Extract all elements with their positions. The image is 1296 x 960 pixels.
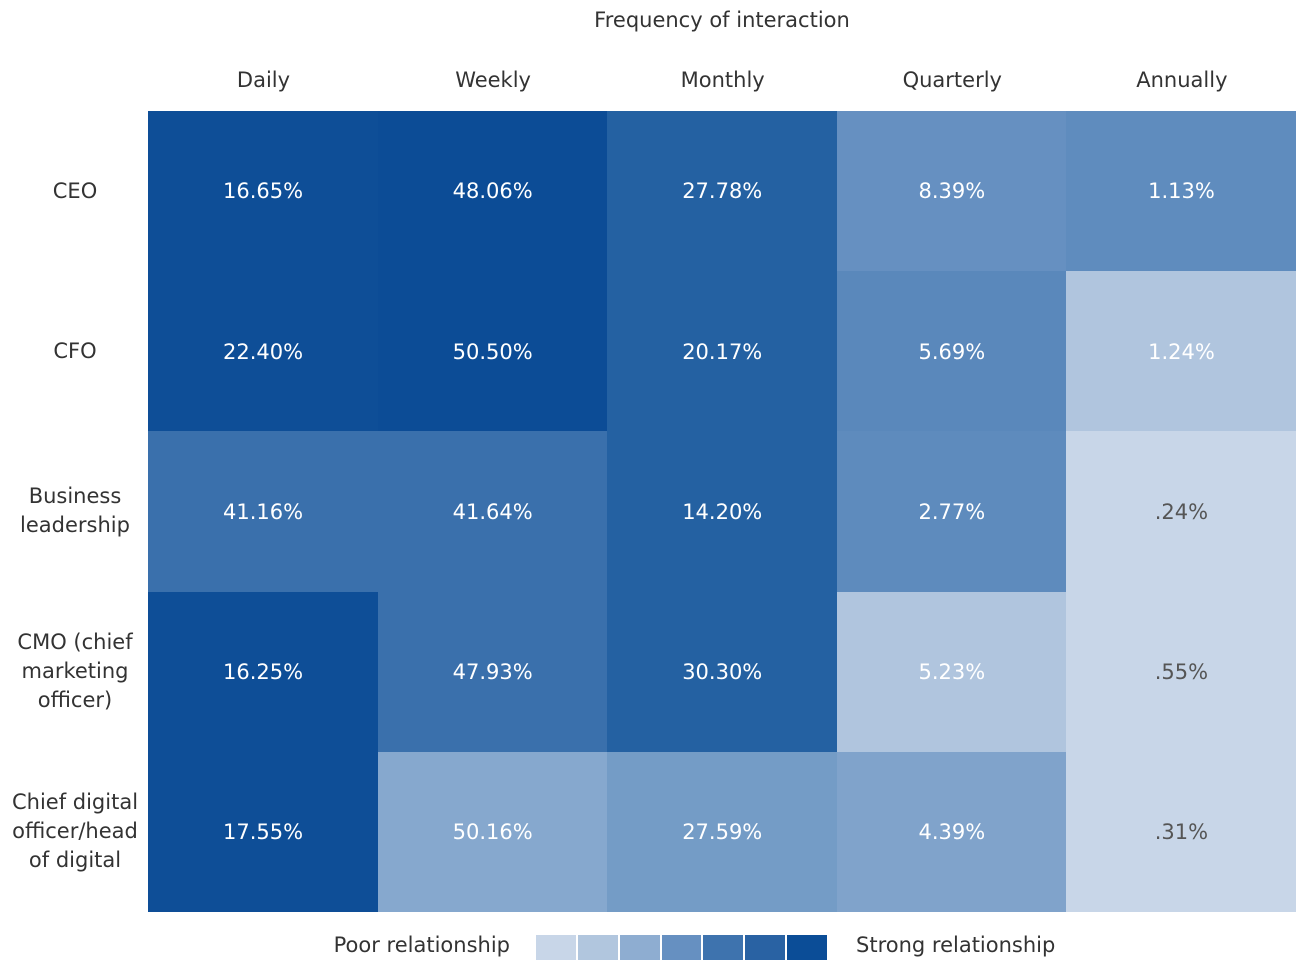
row-label: Business leadership [20, 484, 130, 538]
cell-label: 16.25% [223, 659, 304, 684]
cell-label: .55% [1154, 659, 1209, 684]
legend-swatch [536, 935, 576, 960]
heatmap-cell: 2.77% [836, 431, 1067, 593]
cell-label: 50.16% [452, 820, 533, 845]
cell-label: 27.59% [682, 820, 763, 845]
heatmap-cell: 30.30% [607, 591, 838, 753]
heatmap-cell: 50.16% [377, 751, 608, 913]
cell-label: 41.16% [223, 499, 304, 524]
cell-label: 30.30% [682, 659, 763, 684]
cell-label: 5.23% [918, 659, 986, 684]
cell-label: 5.69% [918, 339, 986, 364]
heatmap-cell: 27.59% [607, 751, 838, 913]
legend-swatch [661, 935, 702, 960]
heatmap-cell: 5.23% [836, 591, 1067, 753]
legend-swatch [703, 935, 744, 960]
heatmap-cell: 27.78% [607, 111, 838, 272]
heatmap-cell: 16.65% [148, 111, 379, 272]
cell-label: 41.64% [452, 499, 533, 524]
heatmap-cell: 4.39% [836, 751, 1067, 913]
chart-title: Frequency of interaction [594, 8, 850, 32]
heatmap-cell: 20.17% [607, 271, 838, 432]
heatmap-cell: .55% [1066, 591, 1296, 753]
column-label: Annually [1136, 68, 1228, 92]
legend-swatch [787, 935, 827, 960]
heatmap-cell: 14.20% [607, 431, 838, 593]
row-label: Chief digital officer/head of digital [11, 790, 139, 873]
heatmap-cell: 5.69% [836, 271, 1067, 432]
heatmap-cell: 22.40% [148, 271, 379, 432]
cell-label: 1.13% [1148, 179, 1215, 204]
row-label: CEO [52, 178, 98, 203]
heatmap-cell: 8.39% [836, 111, 1067, 272]
cell-label: 47.93% [452, 659, 533, 684]
heatmap-cell: 1.24% [1066, 271, 1296, 432]
cell-label: 22.40% [223, 339, 304, 364]
column-label: Quarterly [902, 68, 1002, 92]
cell-label: 17.55% [223, 820, 304, 845]
legend-low-label: Poor relationship [333, 933, 510, 957]
heatmap-cell: 41.64% [377, 431, 608, 593]
cell-label: 2.77% [918, 499, 986, 524]
cell-label: .31% [1154, 820, 1209, 845]
row-label: CMO (chief marketing officer) [17, 630, 133, 713]
row-label: CFO [53, 338, 97, 363]
column-label: Monthly [680, 68, 765, 92]
cell-label: 16.65% [223, 179, 304, 204]
cell-label: 20.17% [682, 339, 763, 364]
cell-label: 48.06% [452, 179, 533, 204]
heatmap-cell: .24% [1066, 431, 1296, 593]
cell-label: .24% [1154, 499, 1209, 524]
legend-swatch [577, 935, 618, 960]
heatmap-cell: 48.06% [377, 111, 608, 272]
heatmap-cell: 47.93% [377, 591, 608, 753]
cell-label: 1.24% [1148, 339, 1215, 364]
heatmap-cell: 41.16% [148, 431, 379, 593]
heatmap-cell: 17.55% [148, 751, 379, 913]
cell-label: 50.50% [452, 339, 533, 364]
legend-swatch [745, 935, 786, 960]
heatmap-cell: 50.50% [377, 271, 608, 432]
legend-swatch [619, 935, 660, 960]
cell-label: 4.39% [918, 820, 986, 845]
heatmap-cell: 1.13% [1066, 111, 1296, 272]
column-label: Weekly [455, 68, 531, 92]
legend-high-label: Strong relationship [856, 933, 1056, 957]
heatmap-cell: 16.25% [148, 591, 379, 753]
column-label: Daily [236, 68, 291, 92]
cell-label: 14.20% [682, 499, 763, 524]
heatmap-cell: .31% [1066, 751, 1296, 913]
cell-label: 8.39% [918, 179, 986, 204]
cell-label: 27.78% [682, 179, 763, 204]
